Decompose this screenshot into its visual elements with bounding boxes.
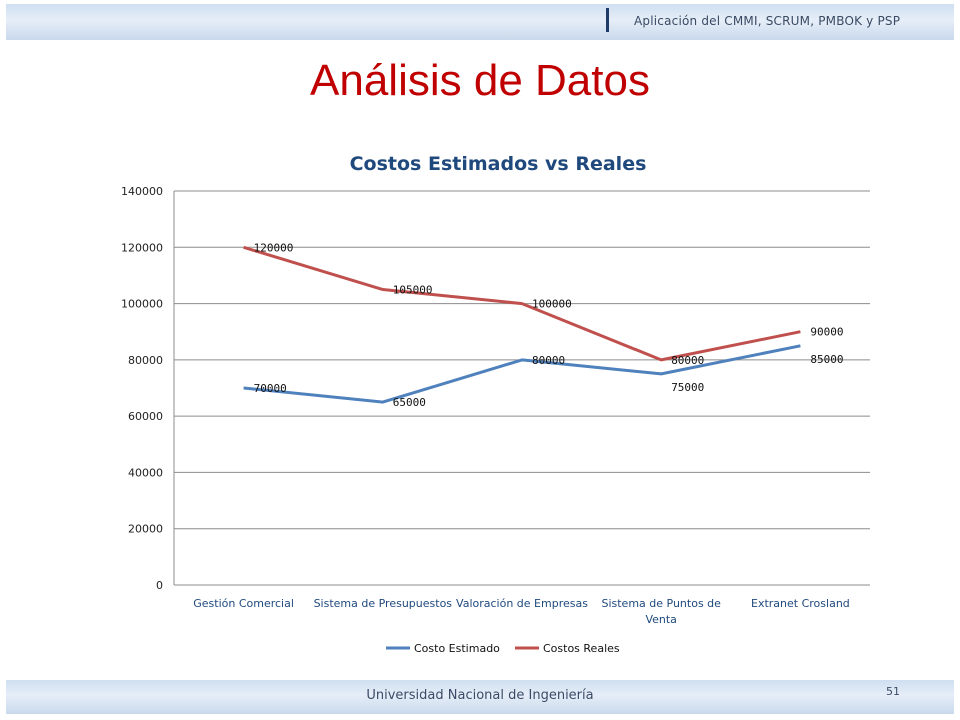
x-tick-label: Extranet Crosland [751,597,850,610]
header-text: Aplicación del CMMI, SCRUM, PMBOK y PSP [634,14,901,28]
data-label: 75000 [671,381,704,394]
y-tick-label: 80000 [128,354,163,367]
y-tick-label: 20000 [128,523,163,536]
series-line [243,245,801,362]
x-tick-label: Venta [645,613,676,626]
y-tick-label: 100000 [121,298,163,311]
series-line [243,344,801,404]
data-label: 120000 [254,241,294,254]
data-label: 100000 [532,298,572,311]
data-label: 85000 [810,353,843,366]
page-number: 51 [886,685,900,698]
y-tick-label: 140000 [121,185,163,198]
footer-text: Universidad Nacional de Ingeniería [366,688,594,703]
page-title: Análisis de Datos [310,56,650,105]
data-label: 80000 [671,354,704,367]
header-band [6,4,954,40]
legend-label: Costos Reales [543,642,620,655]
footer-band [6,680,954,714]
y-tick-label: 40000 [128,466,163,479]
y-tick-label: 120000 [121,241,163,254]
chart-title: Costos Estimados vs Reales [350,153,647,175]
x-tick-label: Sistema de Presupuestos [314,597,453,610]
y-tick-label: 0 [156,579,163,592]
y-tick-label: 60000 [128,410,163,423]
x-tick-label: Valoración de Empresas [456,597,588,610]
data-label: 65000 [393,396,426,409]
data-label: 80000 [532,354,565,367]
header-accent-bar [606,8,609,32]
data-label: 105000 [393,284,433,297]
data-label: 90000 [810,326,843,339]
legend-label: Costo Estimado [414,642,500,655]
x-tick-label: Sistema de Puntos de [601,597,721,610]
x-tick-label: Gestión Comercial [193,597,294,610]
data-label: 70000 [254,382,287,395]
